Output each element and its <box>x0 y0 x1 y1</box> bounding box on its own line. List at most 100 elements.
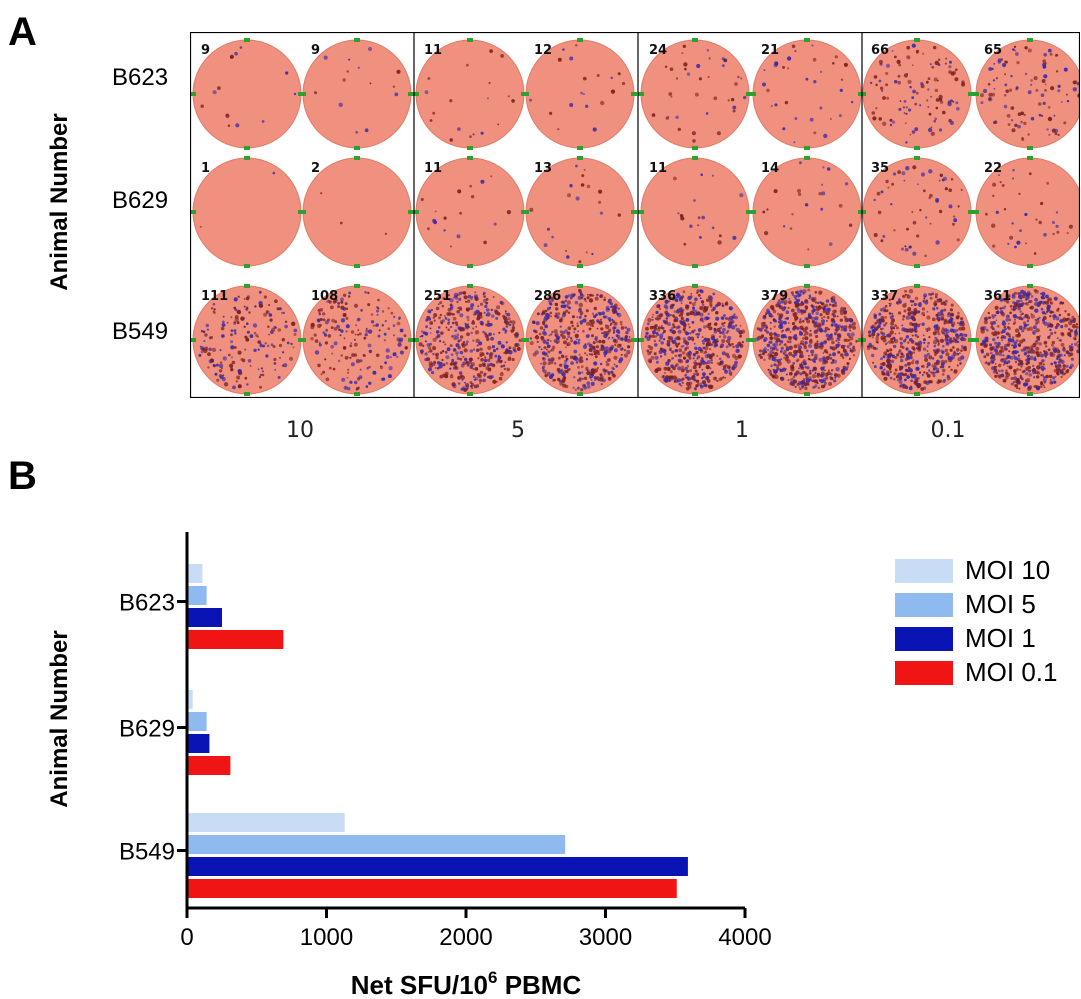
well-marker-1-7-0 <box>1027 156 1033 160</box>
well-count-r1-c7: 22 <box>984 161 1002 176</box>
spots-r2-c3 <box>529 289 632 392</box>
well-marker-2-5-1 <box>804 392 810 396</box>
bar-b549-series-2 <box>188 857 688 876</box>
well-marker-2-5-2 <box>750 338 756 342</box>
well-marker-2-7-0 <box>1027 284 1033 288</box>
well-marker-2-4-3 <box>746 338 752 342</box>
well-marker-2-7-2 <box>973 338 979 342</box>
y-tick-label-b623: B623 <box>119 590 175 617</box>
spots-r2-c7 <box>980 289 1080 391</box>
bar-b629-series-2 <box>188 734 210 753</box>
well-marker-2-3-2 <box>523 338 529 342</box>
well-marker-0-2-1 <box>467 146 473 150</box>
x-axis-label-superscript: 6 <box>488 968 497 987</box>
well-count-r2-c5: 379 <box>761 289 788 304</box>
spots-r2-c2 <box>418 291 522 392</box>
well-marker-0-3-1 <box>577 146 583 150</box>
well-marker-2-6-1 <box>914 392 920 396</box>
chart-legend: MOI 10 MOI 5 MOI 1 MOI 0.1 <box>895 555 1081 691</box>
well-count-r0-c3: 12 <box>534 43 552 58</box>
well-marker-1-1-1 <box>354 264 360 268</box>
bar-b549-series-1 <box>188 835 566 854</box>
panel-a-letter: A <box>8 10 37 54</box>
spots-r0-c3 <box>529 44 626 132</box>
y-tick-label-b629: B629 <box>119 716 175 743</box>
bar-b623-series-2 <box>188 608 222 627</box>
spots-r0-c4 <box>651 44 747 143</box>
well-marker-1-7-1 <box>1027 264 1033 268</box>
well-marker-0-3-2 <box>523 92 529 96</box>
spots-r1-c3 <box>529 164 621 264</box>
well-marker-0-3-0 <box>577 38 583 42</box>
well-marker-1-2-1 <box>467 264 473 268</box>
plate-border <box>190 32 1080 398</box>
well-count-r0-c0: 9 <box>201 43 210 58</box>
well-count-r2-c7: 361 <box>984 289 1011 304</box>
well-marker-1-4-1 <box>692 264 698 268</box>
well-marker-0-5-0 <box>804 38 810 42</box>
well-marker-2-3-1 <box>577 392 583 396</box>
well-marker-1-1-0 <box>354 156 360 160</box>
well-marker-1-6-0 <box>914 156 920 160</box>
well-marker-1-5-0 <box>804 156 810 160</box>
well-marker-1-7-2 <box>973 210 979 214</box>
spots-r1-c4 <box>673 173 744 246</box>
spots-r1-c7 <box>985 169 1073 255</box>
well-count-r2-c0: 111 <box>201 289 228 304</box>
well-marker-0-2-2 <box>413 92 419 96</box>
well-marker-0-4-2 <box>638 92 644 96</box>
x-tick-label-2000: 2000 <box>439 924 492 951</box>
well-marker-2-4-0 <box>692 284 698 288</box>
bar-chart: B623 B629 B549 0 1000 2000 3000 4000 Net SFU/106… <box>119 532 772 999</box>
x-tick-label-1000: 1000 <box>300 924 353 951</box>
well-marker-0-2-0 <box>467 38 473 42</box>
well-marker-0-6-1 <box>914 146 920 150</box>
well-marker-1-0-1 <box>244 264 250 268</box>
well-count-r0-c7: 65 <box>984 43 1002 58</box>
well-marker-2-0-0 <box>244 284 250 288</box>
well-marker-2-1-0 <box>354 284 360 288</box>
well-count-r0-c5: 21 <box>761 43 779 58</box>
well-count-r0-c1: 9 <box>311 43 320 58</box>
well-marker-0-0-2 <box>190 92 196 96</box>
legend-item-moi-10: MOI 10 <box>895 555 1081 589</box>
legend-item-moi-5: MOI 5 <box>895 589 1081 623</box>
spots-r1-c2 <box>420 175 511 248</box>
well-count-r1-c4: 11 <box>649 161 667 176</box>
spots-r0-c1 <box>314 47 401 134</box>
spots-r1-c0 <box>199 171 276 228</box>
well-marker-1-3-1 <box>577 264 583 268</box>
x-tick-label-0: 0 <box>180 924 193 951</box>
well-marker-1-5-2 <box>750 210 756 214</box>
bar-b549-series-3 <box>188 879 677 898</box>
well-marker-0-0-1 <box>244 146 250 150</box>
x-tick-label-4000: 4000 <box>718 924 771 951</box>
bar-b629-series-1 <box>188 712 207 731</box>
well-marker-2-3-3 <box>631 338 637 342</box>
spots-r0-c6 <box>870 43 966 144</box>
well-marker-1-0-2 <box>190 210 196 214</box>
x-axis-label-main: Net SFU/10 <box>351 970 488 999</box>
spots-r0-c2 <box>424 49 515 142</box>
well-marker-1-0-0 <box>244 156 250 160</box>
well-marker-0-0-0 <box>244 38 250 42</box>
y-tick-label-b549: B549 <box>119 839 175 866</box>
well-marker-2-0-1 <box>244 392 250 396</box>
well-marker-2-2-1 <box>467 392 473 396</box>
well-count-r2-c6: 337 <box>871 289 898 304</box>
legend-label-moi-0-1: MOI 0.1 <box>965 657 1058 687</box>
well-marker-0-1-2 <box>300 92 306 96</box>
well-marker-1-2-2 <box>413 210 419 214</box>
well-marker-1-4-2 <box>638 210 644 214</box>
well-count-r0-c2: 11 <box>424 43 442 58</box>
moi-label-5: 5 <box>511 418 525 443</box>
well-count-r2-c4: 336 <box>649 289 676 304</box>
legend-swatch-moi-10 <box>895 559 953 583</box>
spots-r2-c0 <box>198 290 298 390</box>
spots-r2-c4 <box>644 289 746 391</box>
well-marker-1-1-3 <box>408 210 414 214</box>
well-marker-1-5-1 <box>804 264 810 268</box>
well-marker-1-2-0 <box>467 156 473 160</box>
well-marker-0-4-1 <box>692 146 698 150</box>
